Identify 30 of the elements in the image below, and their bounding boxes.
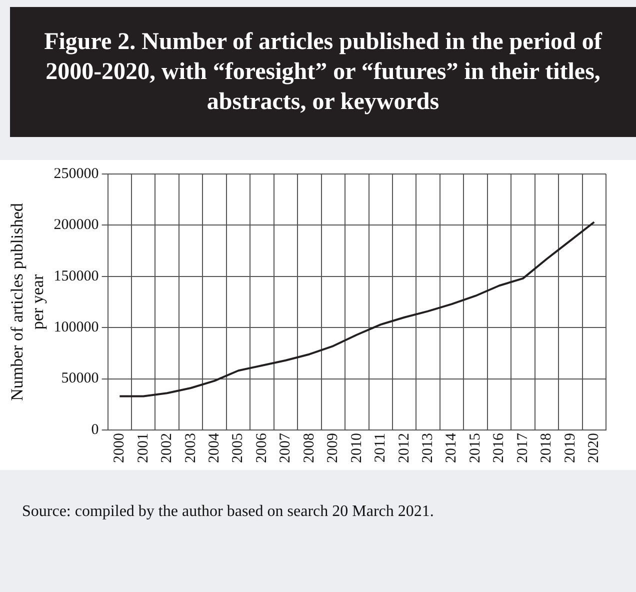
x-tick-label: 2004 [206, 432, 222, 463]
x-tick-label: 2018 [538, 433, 555, 463]
x-tick-label: 2013 [420, 433, 436, 463]
x-tick-label: 2016 [491, 432, 508, 463]
y-tick-label: 200000 [54, 217, 99, 234]
x-tick-label: 2008 [301, 433, 318, 463]
y-axis-title: Number of articles published per year [8, 202, 48, 401]
x-tick-label: 2002 [159, 433, 176, 463]
x-tick-label: 2009 [325, 433, 342, 463]
x-tick-label: 2007 [278, 432, 294, 463]
y-tick-label: 0 [91, 422, 99, 438]
source-note: Source: compiled by the author based on search 20 March 2021. [22, 502, 435, 521]
x-tick-label: 2003 [182, 433, 199, 463]
x-tick-label: 2014 [444, 432, 460, 463]
y-tick-label: 100000 [54, 320, 99, 336]
y-tick-label: 150000 [54, 268, 99, 284]
chart-title: Figure 2. Number of articles published in the period of 2000-2020, with “foresight” or “futures” in their titles, abstracts, or keywords [10, 7, 636, 137]
x-tick-label: 2019 [562, 433, 578, 463]
x-tick-label: 2000 [112, 433, 128, 463]
x-tick-label: 2012 [396, 433, 412, 463]
x-tick-label: 2020 [586, 433, 602, 463]
x-tick-label: 2001 [135, 433, 152, 463]
y-tick-label: 250000 [54, 166, 99, 182]
y-tick-label: 50000 [61, 370, 99, 387]
x-tick-label: 2017 [514, 432, 531, 463]
x-tick-label: 2005 [230, 433, 246, 463]
x-tick-label: 2011 [372, 433, 389, 462]
x-tick-label: 2010 [348, 433, 365, 463]
x-tick-label: 2006 [254, 432, 270, 463]
x-tick-label: 2015 [467, 433, 484, 463]
